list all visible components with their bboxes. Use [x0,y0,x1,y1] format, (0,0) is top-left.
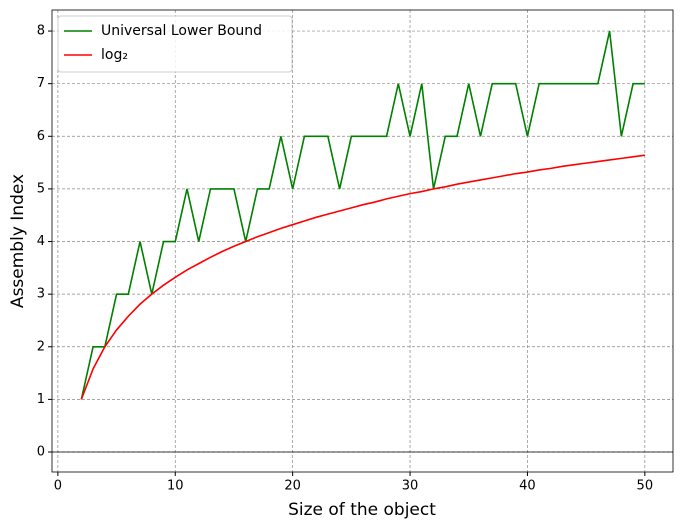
x-tick-label: 30 [402,479,419,494]
y-tick-label: 1 [37,392,45,407]
y-tick-label: 7 [37,76,45,91]
series-line [80,154,645,400]
x-tick-label: 20 [284,479,301,494]
x-axis-label: Size of the object [288,500,436,520]
legend-label: log₂ [101,47,128,63]
plot-frame [51,9,674,473]
x-tick-label: 0 [54,479,62,494]
y-axis-label: Assembly Index [8,174,28,308]
y-tick-label: 3 [37,287,45,302]
y-tick-label: 2 [37,339,45,354]
y-tick-label: 5 [37,181,45,196]
y-tick-label: 4 [37,234,45,249]
y-tick-label: 0 [37,445,45,460]
legend-label: Universal Lower Bound [101,23,262,39]
legend-box [57,15,293,73]
y-tick-label: 6 [37,129,45,144]
series-line [80,30,645,400]
y-tick-label: 8 [37,24,45,39]
x-tick-label: 40 [519,479,536,494]
x-tick-label: 10 [167,479,184,494]
x-tick-label: 50 [637,479,654,494]
